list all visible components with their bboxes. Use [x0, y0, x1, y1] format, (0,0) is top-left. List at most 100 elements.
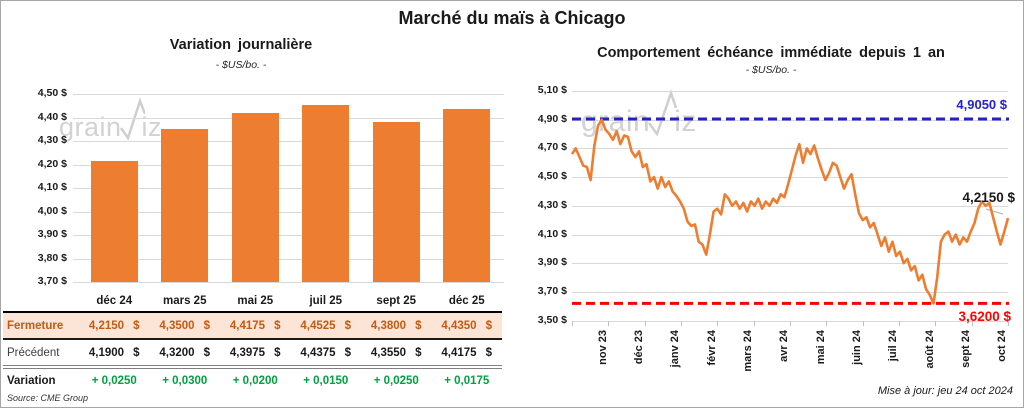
- table-row-precedent: Précédent 4,1900 $ 4,3200 $ 4,3975 $ 4,4375 $ 4,3…: [3, 339, 502, 367]
- gridline: [73, 188, 504, 189]
- last-price-callout-line: [985, 208, 1004, 215]
- table-cell: + 0,0250: [79, 365, 150, 392]
- table-cell: 4,2150 $: [79, 312, 150, 340]
- gridline: [572, 234, 1008, 236]
- y-axis-tick-label: 4,10 $: [37, 181, 67, 193]
- y-axis-tick-label: 3,80 $: [37, 251, 67, 264]
- column-header: mars 25: [149, 293, 220, 313]
- y-axis-tick-label: 3,90 $: [537, 256, 567, 269]
- y-axis-tick-label: 3,90 $: [37, 228, 67, 240]
- table-cell: 4,3550 $: [370, 346, 422, 359]
- table-cell: + 0,0300: [149, 365, 220, 392]
- y-axis-tick-label: 4,90 $: [537, 112, 567, 125]
- table-cell: 4,3800 $: [361, 312, 432, 340]
- gridline: [572, 205, 1008, 207]
- y-axis-tick-label: 5,10 $: [537, 84, 567, 96]
- x-axis-tick-mark: [717, 320, 719, 326]
- table-row-fermeture: Fermeture 4,2150 $4,3500 $4,4175 $4,4525 $4,3…: [3, 312, 502, 340]
- table-cell: 4,4175 $: [441, 346, 492, 359]
- front-month-title: Comportement échéance immédiate depuis 1…: [597, 45, 945, 61]
- gridline: [73, 235, 504, 236]
- y-axis-tick-label: 4,50 $: [537, 170, 567, 183]
- gridline: [73, 164, 504, 166]
- table-cell: 4,4350 $: [431, 312, 502, 340]
- table-cell: 4,3500 $: [149, 312, 220, 340]
- x-axis-tick-mark: [572, 320, 573, 326]
- row-label: Fermeture: [3, 312, 79, 340]
- y-axis-tick-label: 4,70 $: [537, 141, 567, 154]
- gridline: [73, 282, 504, 283]
- x-axis-tick-mark: [608, 320, 610, 326]
- table-row-variation: Variation + 0,0250 + 0,0300 + 0,0200 + 0,015…: [3, 365, 502, 392]
- resistance-value-label: 4,9050 $: [956, 97, 1007, 112]
- price-line: [570, 118, 1010, 305]
- y-axis-tick-label: 4,50 $: [37, 87, 67, 99]
- table-cell: 4,1900 $: [88, 346, 140, 359]
- gridline: [73, 258, 504, 260]
- gridline: [572, 291, 1008, 293]
- x-axis-tick-mark: [971, 320, 973, 326]
- table-cell: + 0,0175: [431, 365, 502, 392]
- support-value-label: 3,6200 $: [958, 309, 1011, 324]
- last-price-label: 4,2150 $: [962, 190, 1015, 205]
- x-axis-tick-mark: [790, 320, 791, 326]
- row-label: Précédent: [7, 346, 60, 359]
- y-axis-tick-label: 4,20 $: [37, 157, 67, 170]
- column-header: déc 25: [431, 293, 502, 313]
- front-month-subtitle: - $US/bo. -: [745, 64, 797, 76]
- grainwiz-watermark: grain iz: [581, 89, 697, 147]
- gridline: [73, 117, 504, 119]
- x-axis-tick-mark: [681, 320, 682, 326]
- table-cell: + 0,0150: [290, 365, 361, 392]
- gridline: [572, 91, 1008, 92]
- x-axis-tick-mark: [899, 320, 900, 326]
- y-axis-tick-label: 4,30 $: [37, 134, 67, 146]
- daily-variation-subtitle: - $US/bo. -: [215, 59, 267, 71]
- updated-date-label: Mise à jour: jeu 24 oct 2024: [877, 385, 1013, 397]
- table-cell: 4,3200 $: [159, 346, 210, 359]
- row-label: Variation: [3, 365, 79, 392]
- table-cell: 4,4375 $: [300, 346, 351, 359]
- bar-sept-25: [372, 122, 420, 282]
- grainwiz-check-icon: [648, 89, 678, 137]
- x-axis-tick-mark: [935, 320, 937, 326]
- y-axis-tick-label: 3,50 $: [537, 313, 567, 326]
- x-axis-tick-mark: [862, 320, 864, 326]
- y-axis-tick-label: 4,40 $: [37, 110, 67, 123]
- bar-déc-24: [90, 160, 138, 282]
- y-axis-tick-label: 3,70 $: [37, 275, 67, 287]
- x-axis-tick-mark: [644, 320, 646, 326]
- y-axis-tick-label: 3,70 $: [537, 284, 567, 297]
- gridline: [572, 148, 1008, 150]
- table-header-row: déc 24 mars 25 mai 25 juil 25 sept 25 déc 25: [3, 293, 502, 313]
- bar-mars-25: [161, 129, 209, 282]
- x-axis-tick-mark: [1008, 320, 1009, 326]
- x-axis-tick-mark: [753, 320, 755, 326]
- bar-juil-25: [302, 105, 350, 282]
- table-cell: + 0,0250: [361, 365, 432, 392]
- column-header: sept 25: [361, 293, 432, 313]
- x-axis-tick-mark: [826, 320, 828, 326]
- table-cell: 4,4525 $: [290, 312, 361, 340]
- gridline: [73, 211, 504, 213]
- grainwiz-watermark: grain iz: [59, 97, 162, 150]
- gridline: [73, 141, 504, 142]
- column-header: mai 25: [220, 293, 291, 313]
- y-axis-tick-label: 4,30 $: [537, 198, 567, 211]
- daily-variation-title: Variation journalière: [169, 37, 313, 53]
- source-note: Source: CME Group: [7, 393, 89, 403]
- page-title: Marché du maïs à Chicago: [398, 8, 626, 28]
- table-cell: + 0,0200: [220, 365, 291, 392]
- gridline: [572, 263, 1008, 265]
- quotes-table: déc 24 mars 25 mai 25 juil 25 sept 25 déc 25 F…: [3, 293, 502, 392]
- bar-déc-25: [443, 109, 491, 282]
- table-cell: 4,4175 $: [220, 312, 291, 340]
- table-cell: 4,3975 $: [229, 346, 281, 359]
- bar-mai-25: [231, 113, 279, 282]
- column-header: déc 24: [79, 293, 150, 313]
- y-axis-tick-label: 4,00 $: [37, 204, 67, 217]
